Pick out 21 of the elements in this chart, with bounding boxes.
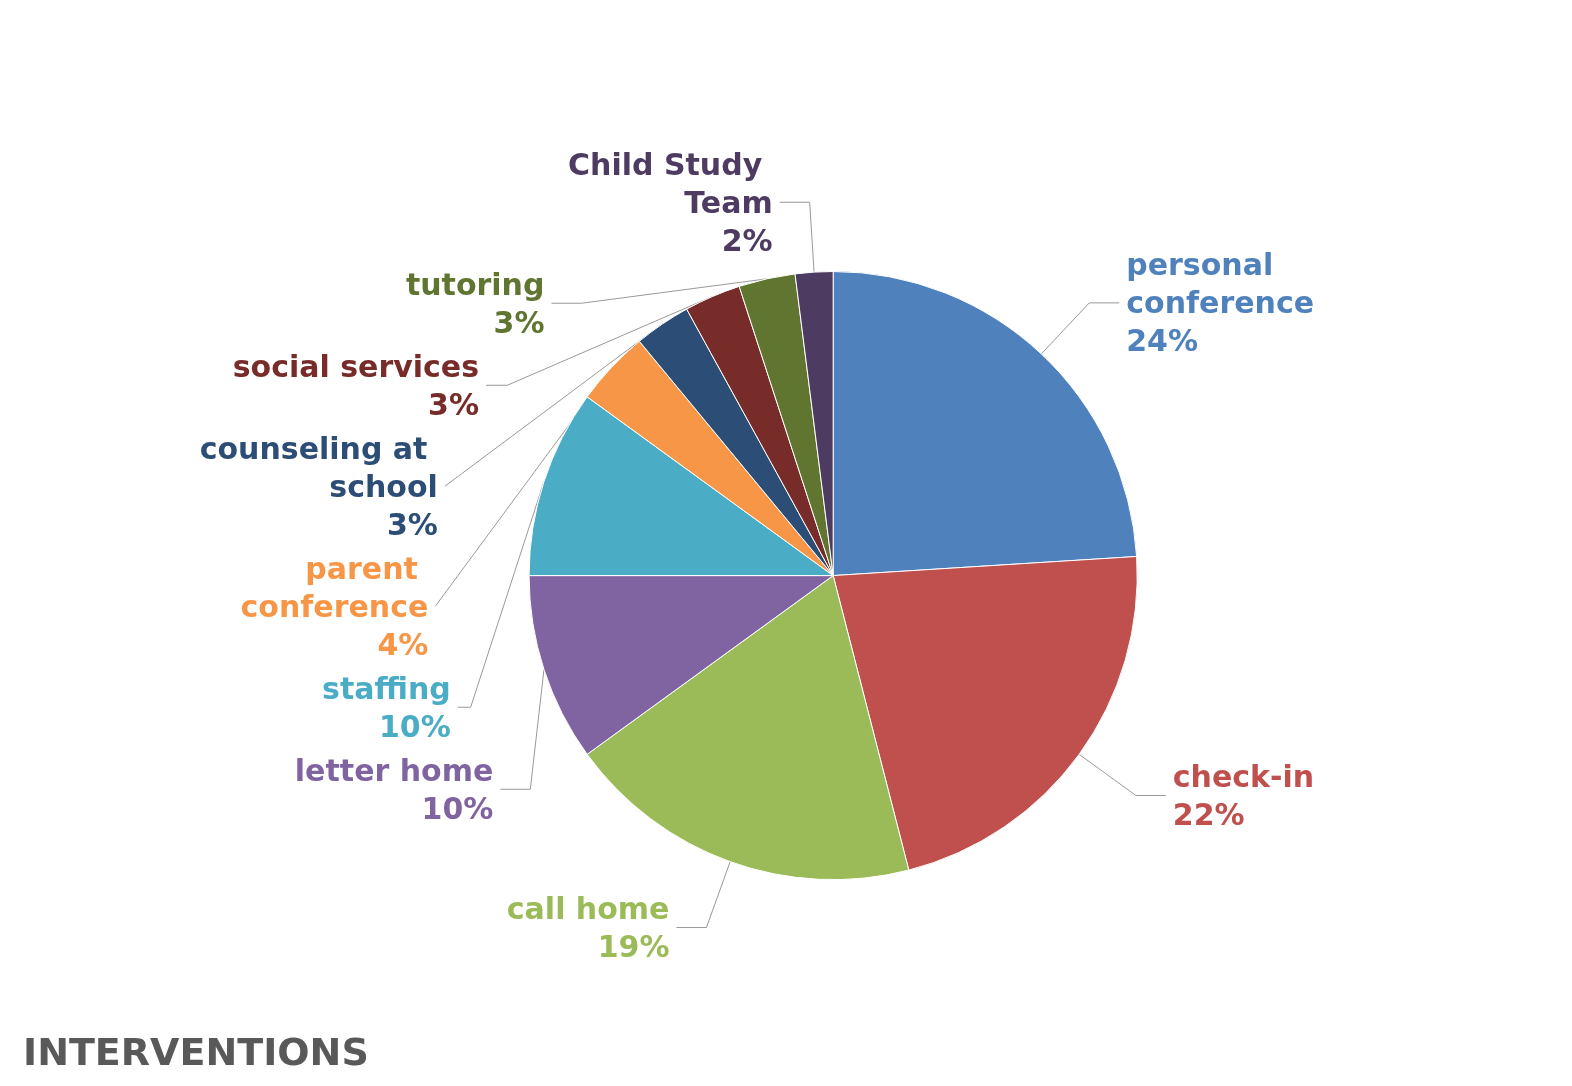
- data-label: 10%: [378, 708, 451, 744]
- data-label: 10%: [421, 790, 494, 826]
- slice-label: personal conference: [1126, 247, 1315, 321]
- data-label: 3%: [428, 386, 480, 422]
- slice-label: tutoring: [405, 266, 545, 302]
- slice-label: parent conference: [240, 550, 429, 624]
- data-label: 3%: [386, 506, 438, 542]
- slice-label: letter home: [294, 752, 494, 788]
- slice-label: social services: [232, 348, 480, 384]
- slice-label: counseling at school: [199, 430, 438, 504]
- text: INTERVENTIONS: [23, 1030, 369, 1074]
- slice-label: Child Study Team: [568, 146, 773, 220]
- data-label: 3%: [493, 304, 545, 340]
- slice-label: check-in: [1172, 758, 1315, 794]
- slice-label: call home: [506, 891, 670, 927]
- data-label: 4%: [377, 626, 429, 662]
- data-label: 24%: [1126, 323, 1199, 359]
- data-label: 19%: [597, 929, 670, 965]
- data-label: 2%: [721, 222, 773, 258]
- data-label: 22%: [1172, 796, 1245, 832]
- slice-label: staffing: [322, 670, 451, 706]
